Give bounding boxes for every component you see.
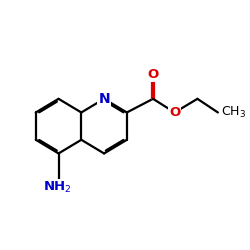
Text: O: O [148,68,159,82]
Text: O: O [169,106,180,119]
Text: NH$_2$: NH$_2$ [43,180,72,195]
Text: N: N [98,92,110,106]
Text: CH$_3$: CH$_3$ [221,105,246,120]
